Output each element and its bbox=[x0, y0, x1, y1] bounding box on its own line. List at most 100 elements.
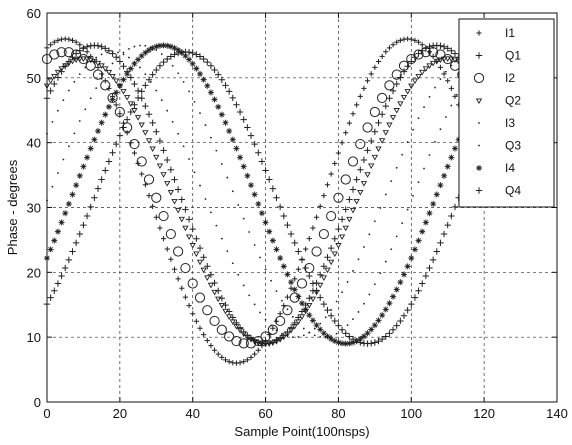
data-point bbox=[349, 186, 357, 193]
legend-label: I2 bbox=[505, 71, 515, 85]
data-point bbox=[218, 111, 225, 118]
data-point bbox=[251, 140, 258, 148]
data-point bbox=[173, 246, 184, 257]
data-point bbox=[429, 60, 437, 67]
data-point bbox=[160, 42, 167, 49]
data-point bbox=[419, 228, 426, 235]
data-point bbox=[364, 78, 371, 84]
data-point bbox=[357, 166, 364, 173]
data-point bbox=[363, 246, 365, 248]
data-point bbox=[216, 324, 227, 335]
data-point bbox=[240, 331, 247, 338]
data-point bbox=[145, 138, 153, 144]
data-point bbox=[71, 49, 82, 60]
data-point bbox=[273, 194, 280, 201]
data-point bbox=[54, 228, 61, 235]
data-point bbox=[233, 319, 240, 327]
data-point bbox=[142, 49, 149, 56]
data-point bbox=[67, 89, 70, 92]
data-point bbox=[54, 69, 62, 76]
data-point bbox=[444, 70, 447, 73]
data-point bbox=[51, 237, 58, 244]
data-point bbox=[218, 302, 226, 309]
data-point bbox=[218, 76, 226, 83]
legend-label: I4 bbox=[505, 161, 515, 175]
data-point bbox=[346, 196, 353, 203]
data-point bbox=[72, 50, 80, 57]
data-point bbox=[157, 225, 163, 231]
data-point bbox=[324, 182, 331, 188]
data-point bbox=[240, 116, 247, 123]
data-point bbox=[100, 80, 111, 91]
data-point bbox=[199, 112, 201, 115]
data-point bbox=[353, 337, 360, 345]
data-point bbox=[48, 42, 54, 48]
data-point bbox=[309, 296, 317, 303]
data-point bbox=[204, 124, 207, 126]
data-point bbox=[78, 53, 89, 65]
data-point bbox=[134, 94, 142, 102]
data-point bbox=[51, 185, 54, 188]
data-point bbox=[292, 276, 298, 282]
data-point bbox=[393, 322, 400, 329]
data-point bbox=[106, 69, 109, 72]
data-point bbox=[229, 136, 236, 143]
data-point bbox=[244, 357, 250, 363]
x-tick-label: 80 bbox=[331, 406, 345, 421]
data-point bbox=[156, 42, 163, 49]
data-point bbox=[149, 71, 156, 78]
data-point bbox=[247, 132, 255, 139]
data-point bbox=[109, 96, 116, 103]
data-point bbox=[390, 293, 397, 300]
data-point bbox=[284, 271, 291, 278]
data-point bbox=[375, 58, 382, 65]
data-point bbox=[389, 326, 397, 333]
data-point bbox=[440, 230, 448, 238]
data-point bbox=[371, 339, 379, 346]
data-point bbox=[127, 65, 134, 72]
data-point bbox=[394, 39, 400, 45]
data-point bbox=[408, 300, 415, 308]
data-point bbox=[428, 47, 439, 58]
data-point bbox=[350, 111, 356, 117]
data-point bbox=[139, 171, 145, 177]
y-tick-label: 40 bbox=[27, 136, 41, 151]
x-tick-label: 100 bbox=[400, 406, 422, 421]
data-point bbox=[270, 325, 276, 331]
data-point bbox=[236, 328, 244, 334]
data-point bbox=[319, 335, 322, 338]
data-point bbox=[106, 51, 109, 54]
data-point bbox=[386, 330, 393, 337]
data-point bbox=[153, 43, 160, 50]
data-point bbox=[120, 89, 127, 95]
data-point bbox=[171, 176, 178, 183]
data-point bbox=[406, 208, 409, 211]
data-point bbox=[186, 56, 193, 63]
data-point bbox=[123, 116, 131, 123]
data-point bbox=[281, 299, 283, 302]
data-point bbox=[171, 198, 178, 205]
data-point bbox=[284, 294, 291, 300]
data-point bbox=[102, 45, 109, 52]
data-point bbox=[342, 225, 349, 232]
data-point bbox=[339, 340, 346, 347]
data-point bbox=[259, 256, 262, 259]
data-point bbox=[51, 73, 58, 80]
data-point bbox=[113, 140, 120, 148]
data-point bbox=[193, 51, 200, 58]
data-point bbox=[364, 330, 371, 337]
data-point bbox=[51, 39, 57, 45]
y-tick-label: 50 bbox=[27, 71, 41, 86]
data-point bbox=[275, 290, 278, 293]
data-point bbox=[291, 319, 298, 327]
data-point bbox=[241, 359, 247, 365]
data-point bbox=[131, 60, 138, 67]
data-point bbox=[129, 138, 140, 150]
data-point bbox=[122, 53, 125, 56]
legend-label: Q4 bbox=[505, 184, 521, 198]
data-point bbox=[225, 314, 233, 320]
data-point bbox=[368, 163, 375, 170]
data-point bbox=[80, 56, 87, 62]
data-point bbox=[441, 172, 448, 179]
data-point bbox=[276, 203, 284, 211]
